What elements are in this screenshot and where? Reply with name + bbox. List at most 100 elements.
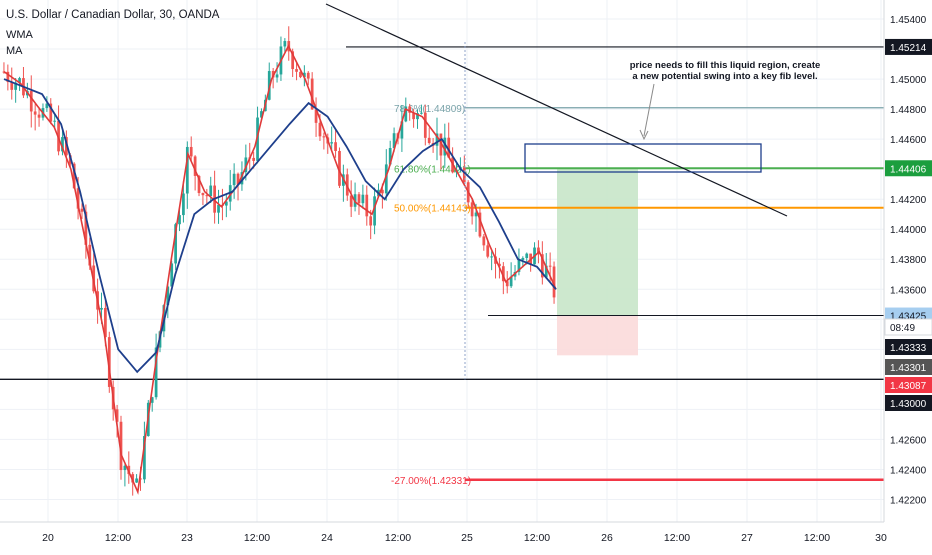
time-tick-label: 23 — [181, 532, 193, 544]
drawings[interactable]: price needs to fill this liquid region, … — [325, 3, 820, 380]
candle-body — [490, 256, 493, 258]
candle-body — [322, 136, 326, 138]
price-tag — [884, 318, 932, 336]
candle-body — [552, 266, 556, 298]
candle-body — [384, 164, 388, 194]
candle-body — [29, 90, 33, 112]
candle-body — [299, 71, 302, 78]
candle-body — [65, 137, 68, 156]
time-tick-label: 27 — [741, 532, 753, 544]
candle-body — [291, 51, 295, 70]
candle-body — [381, 189, 384, 194]
price-tag-label: 1.43301 — [890, 363, 927, 374]
annotation-text: a new potential swing into a key fib lev… — [632, 71, 817, 82]
price-axis-bg — [884, 0, 932, 550]
price-tick-label: 1.44600 — [890, 135, 927, 146]
candle-body — [369, 216, 373, 226]
price-tag — [885, 160, 932, 177]
candle-body — [373, 196, 376, 226]
time-tick-label: 20 — [42, 532, 54, 544]
profit-zone — [557, 168, 638, 316]
candle-body — [447, 137, 451, 158]
candle-body — [104, 307, 107, 338]
candle-body — [400, 121, 404, 139]
time-tick-label: 25 — [461, 532, 473, 544]
symbol-title: U.S. Dollar / Canadian Dollar, 30, OANDA — [6, 9, 220, 21]
candle-body — [53, 120, 57, 122]
candle-body — [139, 478, 142, 480]
price-tag — [885, 38, 932, 55]
candle-body — [174, 224, 177, 264]
candle-body — [482, 236, 486, 246]
candle-body — [318, 122, 322, 137]
candle-body — [392, 133, 396, 149]
candle-body — [84, 211, 88, 245]
price-tag-label: 1.44406 — [890, 164, 927, 175]
candle-body — [115, 409, 119, 422]
candle-body — [310, 78, 314, 110]
candle-body — [182, 193, 185, 216]
price-tag-label: 1.45214 — [890, 43, 927, 54]
candle-body — [6, 71, 10, 83]
candle-body — [154, 347, 158, 398]
price-tick-label: 1.45400 — [890, 15, 927, 26]
indicator-label-wma[interactable]: WMA — [6, 29, 34, 41]
time-tick-label: 12:00 — [105, 532, 131, 544]
price-tag-label: 1.43000 — [890, 399, 927, 410]
fib-level-label: 50.00%(1.44143) — [394, 204, 471, 215]
candle-body — [119, 421, 123, 471]
candle-body — [486, 245, 490, 257]
labels: U.S. Dollar / Canadian Dollar, 30, OANDA… — [6, 9, 220, 57]
candle-body — [498, 263, 501, 267]
time-tick-label: 30 — [875, 532, 887, 544]
trendline — [325, 3, 788, 217]
candle-body — [185, 146, 189, 194]
candle-body — [80, 208, 84, 212]
candle-body — [37, 114, 41, 118]
time-tick-label: 12:00 — [385, 532, 411, 544]
candle-body — [244, 157, 248, 173]
price-tick-label: 1.43800 — [890, 255, 927, 266]
candle-body — [505, 281, 509, 287]
candle-body — [474, 212, 478, 217]
candle-body — [501, 266, 505, 282]
fib-level-label: -27.00%(1.42331) — [391, 476, 471, 487]
candle-body — [361, 194, 365, 204]
candle-body — [189, 146, 193, 157]
candle-body — [260, 111, 263, 118]
candle-body — [107, 337, 111, 387]
candle-body — [224, 201, 228, 206]
time-tick-label: 12:00 — [664, 532, 690, 544]
candle-body — [197, 175, 201, 194]
candle-body — [408, 106, 412, 113]
candle-body — [439, 133, 443, 156]
candle-body — [275, 74, 279, 78]
candle-body — [365, 194, 369, 217]
price-tag — [885, 339, 932, 355]
candle-body — [217, 204, 220, 213]
price-tick-label: 1.42200 — [890, 495, 927, 506]
candle-body — [427, 137, 431, 144]
price-tick-label: 1.44000 — [890, 225, 927, 236]
price-tag — [885, 395, 932, 411]
candle-body — [338, 150, 341, 186]
indicator-label-ma[interactable]: MA — [6, 45, 23, 57]
candle-body — [544, 265, 548, 278]
liquid-region-box — [524, 143, 762, 173]
candle-body — [166, 286, 170, 306]
candle-body — [193, 156, 197, 176]
candle-body — [88, 244, 92, 266]
price-tag-label: 1.43333 — [890, 343, 927, 354]
horizontal-lines: 78.6%(1.44809) 61.80%(1.44421) 50.00%(1.44… — [0, 46, 884, 487]
candle-body — [14, 82, 18, 90]
candle-body — [302, 72, 306, 78]
candle-body — [61, 137, 64, 152]
candle-body — [470, 202, 474, 217]
candle-body — [525, 253, 529, 258]
candle-body — [521, 257, 525, 260]
candle-body — [349, 195, 353, 207]
candle-body — [420, 112, 423, 114]
